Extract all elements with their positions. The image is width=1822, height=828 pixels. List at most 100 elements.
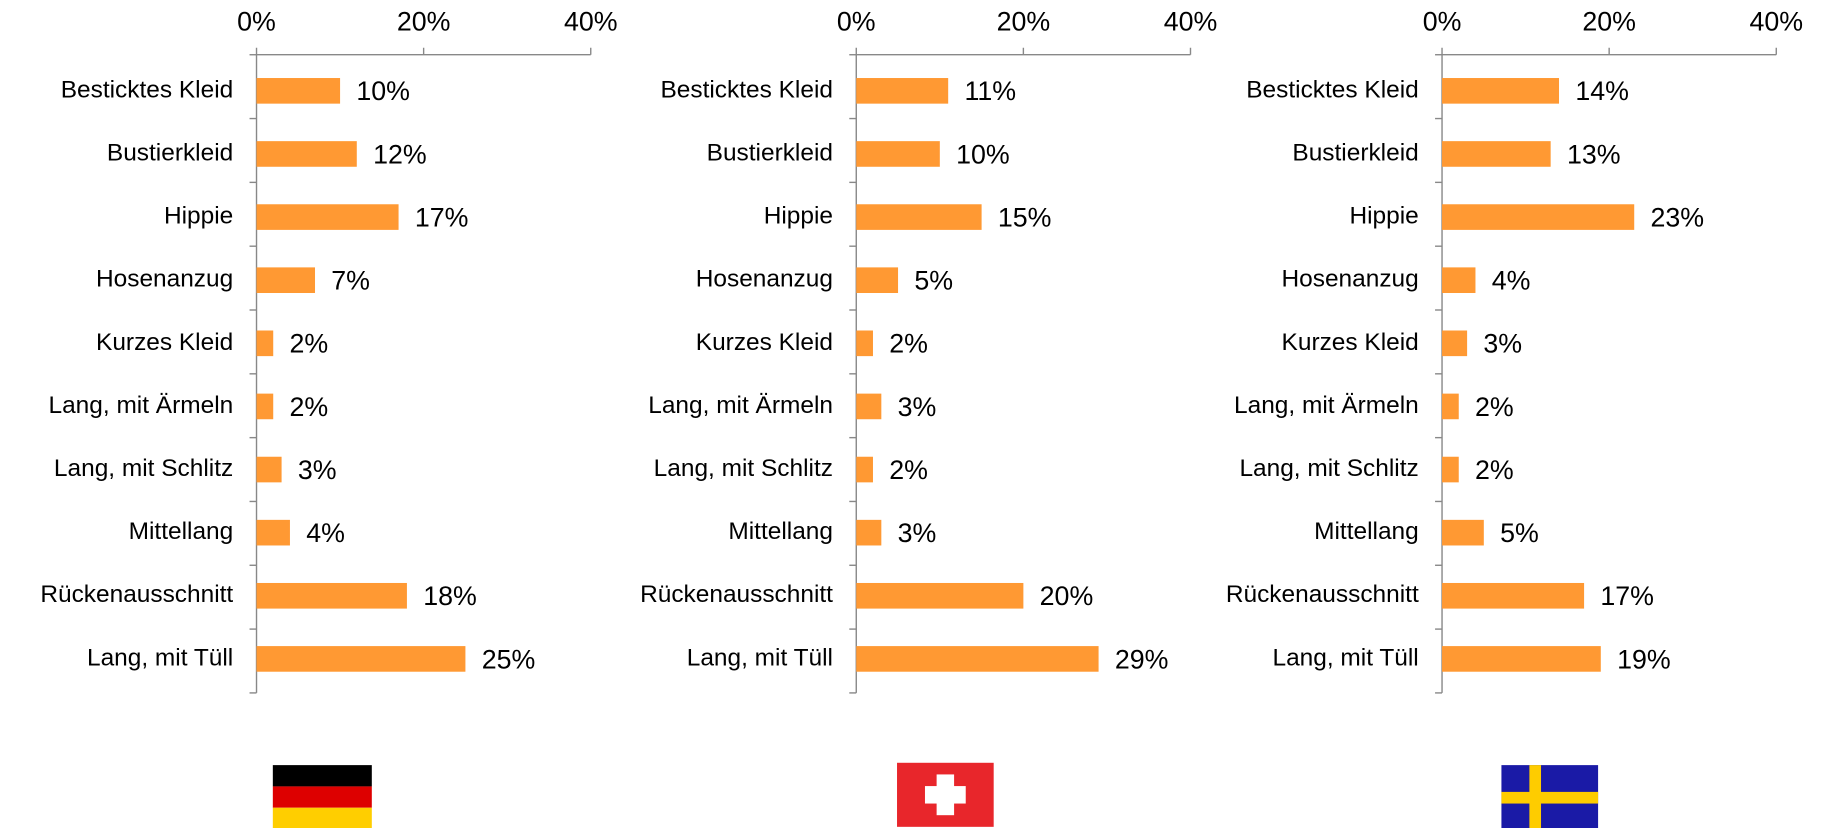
category-label: Lang, mit Tüll [87, 644, 233, 671]
category-label: Lang, mit Schlitz [1239, 455, 1418, 482]
category-label: Lang, mit Ärmeln [1234, 392, 1419, 419]
value-label: 11% [964, 76, 1016, 106]
value-label: 18% [423, 581, 477, 611]
x-tick-label: 40% [564, 6, 618, 36]
x-tick-label: 0% [237, 6, 276, 36]
value-label: 23% [1651, 202, 1705, 232]
value-label: 3% [898, 518, 937, 548]
x-tick-label: 20% [997, 6, 1051, 36]
category-label: Kurzes Kleid [696, 329, 833, 356]
value-label: 5% [914, 266, 953, 296]
value-label: 15% [998, 202, 1052, 232]
flag-switzerland [897, 762, 994, 827]
value-label: 3% [898, 392, 937, 422]
category-label: Hosenanzug [96, 266, 233, 293]
value-label: 17% [415, 202, 469, 232]
value-label: 25% [482, 644, 536, 674]
bar [1442, 204, 1635, 230]
x-tick-label: 20% [1582, 6, 1636, 36]
category-label: Kurzes Kleid [1282, 329, 1419, 356]
category-label: Besticktes Kleid [61, 76, 234, 103]
value-label: 10% [356, 76, 410, 106]
value-label: 4% [306, 518, 345, 548]
category-label: Besticktes Kleid [660, 76, 833, 103]
value-label: 2% [290, 392, 329, 422]
value-label: 7% [331, 266, 370, 296]
value-label: 2% [290, 329, 329, 359]
value-label: 4% [1492, 266, 1531, 296]
value-label: 29% [1115, 644, 1169, 674]
category-label: Rückenausschnitt [640, 581, 833, 608]
bar [256, 78, 341, 104]
bar [856, 393, 882, 420]
category-label: Lang, mit Schlitz [54, 455, 233, 482]
category-label: Lang, mit Schlitz [654, 455, 833, 482]
bar [856, 582, 1024, 609]
bar [856, 141, 940, 167]
flag-germany [272, 765, 372, 828]
category-label: Mittellang [1314, 518, 1419, 545]
x-tick-label: 20% [397, 6, 451, 36]
value-label: 2% [889, 455, 928, 485]
bar [256, 330, 274, 357]
value-label: 17% [1600, 581, 1654, 611]
value-label: 20% [1040, 581, 1094, 611]
category-label: Rückenausschnitt [1226, 581, 1419, 608]
category-label: Bustierkleid [1292, 139, 1418, 166]
category-label: Hippie [1349, 203, 1418, 230]
category-label: Besticktes Kleid [1246, 76, 1419, 103]
value-label: 19% [1617, 644, 1671, 674]
category-label: Lang, mit Tüll [687, 644, 833, 671]
value-label: 10% [956, 139, 1010, 169]
bar [256, 646, 466, 672]
category-label: Hippie [164, 203, 233, 230]
bar [256, 267, 316, 294]
bar [256, 456, 282, 483]
bar [856, 330, 873, 357]
value-label: 13% [1567, 139, 1621, 169]
category-label: Kurzes Kleid [96, 329, 233, 356]
category-label: Bustierkleid [707, 139, 833, 166]
bar [1442, 267, 1476, 294]
bar [1442, 456, 1459, 483]
x-tick-label: 40% [1164, 6, 1218, 36]
bar [1442, 330, 1468, 357]
bar [256, 141, 357, 167]
x-tick-label: 0% [837, 6, 876, 36]
bar [856, 456, 873, 483]
bar [856, 646, 1099, 672]
bar [1442, 141, 1551, 167]
bar [256, 519, 290, 546]
category-label: Hosenanzug [1282, 266, 1419, 293]
bar [1442, 519, 1484, 546]
value-label: 3% [298, 455, 337, 485]
bar [1442, 78, 1560, 104]
bar [256, 582, 407, 609]
category-label: Mittellang [129, 518, 234, 545]
category-label: Hosenanzug [696, 266, 833, 293]
category-label: Lang, mit Ärmeln [49, 392, 234, 419]
bar [1442, 646, 1601, 672]
value-label: 2% [1475, 455, 1514, 485]
category-label: Lang, mit Tüll [1272, 644, 1418, 671]
bar [256, 204, 399, 230]
bar [1442, 393, 1459, 420]
bar [256, 393, 274, 420]
value-label: 2% [1475, 392, 1514, 422]
category-label: Lang, mit Ärmeln [648, 392, 833, 419]
value-label: 12% [373, 139, 427, 169]
flag-sweden [1501, 765, 1599, 828]
value-label: 5% [1500, 518, 1539, 548]
bar [856, 267, 899, 294]
value-label: 3% [1483, 329, 1522, 359]
bar [856, 204, 982, 230]
value-label: 2% [889, 329, 928, 359]
x-tick-label: 0% [1423, 6, 1462, 36]
x-tick-label: 40% [1749, 6, 1803, 36]
category-label: Bustierkleid [107, 139, 233, 166]
value-label: 14% [1575, 76, 1629, 106]
category-label: Rückenausschnitt [40, 581, 233, 608]
bar [1442, 582, 1585, 609]
bar [856, 519, 882, 546]
